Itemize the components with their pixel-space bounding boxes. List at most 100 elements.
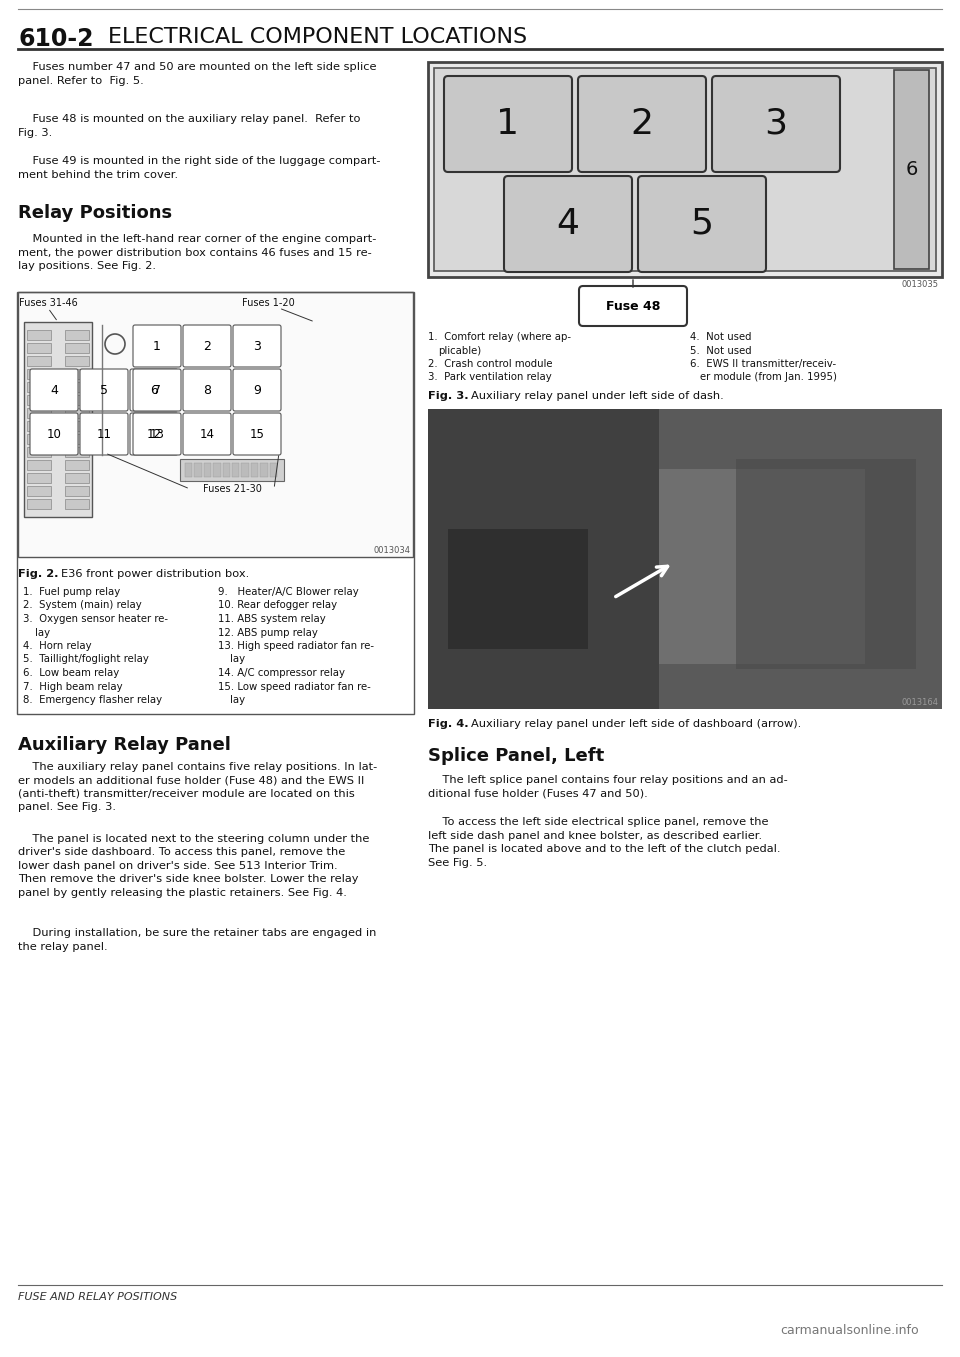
Bar	[27, 434, 51, 444]
Text: 10. Rear defogger relay: 10. Rear defogger relay	[218, 601, 337, 611]
Bar	[65, 421, 89, 432]
Bar	[27, 330, 51, 341]
Text: 0013164: 0013164	[902, 697, 939, 707]
Text: The auxiliary relay panel contains five relay positions. In lat-
er models an ad: The auxiliary relay panel contains five …	[18, 761, 377, 813]
Bar	[65, 499, 89, 509]
Bar	[232, 463, 239, 478]
Text: 7.  High beam relay: 7. High beam relay	[23, 681, 123, 692]
Bar	[65, 460, 89, 470]
FancyBboxPatch shape	[133, 324, 181, 366]
Text: 2.  Crash control module: 2. Crash control module	[428, 360, 553, 369]
FancyBboxPatch shape	[578, 76, 706, 172]
Text: 2: 2	[631, 107, 654, 141]
Text: 11. ABS system relay: 11. ABS system relay	[218, 613, 325, 624]
Text: Fuse 49 is mounted in the right side of the luggage compart-
ment behind the tri: Fuse 49 is mounted in the right side of …	[18, 156, 380, 179]
Bar	[24, 322, 92, 517]
Text: 13: 13	[150, 427, 164, 441]
Text: 2: 2	[204, 339, 211, 353]
FancyBboxPatch shape	[504, 176, 632, 271]
Text: 7: 7	[153, 384, 161, 396]
Text: 10: 10	[47, 427, 61, 441]
Text: carmanualsonline.info: carmanualsonline.info	[780, 1324, 919, 1337]
FancyBboxPatch shape	[130, 413, 178, 455]
FancyBboxPatch shape	[579, 286, 687, 326]
Bar	[65, 343, 89, 353]
Bar	[27, 395, 51, 404]
FancyBboxPatch shape	[712, 76, 840, 172]
Text: Splice Panel, Left: Splice Panel, Left	[428, 746, 604, 765]
Bar	[27, 499, 51, 509]
Bar	[65, 395, 89, 404]
FancyBboxPatch shape	[130, 369, 178, 411]
Text: 610-2: 610-2	[18, 27, 93, 52]
Bar	[65, 434, 89, 444]
Text: 5.  Not used: 5. Not used	[690, 346, 752, 356]
Bar	[27, 446, 51, 457]
FancyBboxPatch shape	[183, 324, 231, 366]
FancyBboxPatch shape	[444, 76, 572, 172]
Bar	[260, 463, 268, 478]
Text: 4.  Not used: 4. Not used	[690, 332, 752, 342]
Text: 1: 1	[153, 339, 161, 353]
Bar	[428, 62, 942, 277]
FancyBboxPatch shape	[133, 369, 181, 411]
Text: 6.  Low beam relay: 6. Low beam relay	[23, 668, 119, 678]
Text: Fuses number 47 and 50 are mounted on the left side splice
panel. Refer to  Fig.: Fuses number 47 and 50 are mounted on th…	[18, 62, 376, 85]
Text: To access the left side electrical splice panel, remove the
left side dash panel: To access the left side electrical splic…	[428, 817, 780, 867]
Bar	[241, 463, 249, 478]
Text: Fuses 21-30: Fuses 21-30	[203, 484, 261, 494]
Bar	[27, 383, 51, 392]
Text: 4.  Horn relay: 4. Horn relay	[23, 641, 91, 651]
Text: Fuse 48 is mounted on the auxiliary relay panel.  Refer to
Fig. 3.: Fuse 48 is mounted on the auxiliary rela…	[18, 114, 361, 137]
Text: 13. High speed radiator fan re-: 13. High speed radiator fan re-	[218, 641, 374, 651]
Text: 6.  EWS II transmitter/receiv-: 6. EWS II transmitter/receiv-	[690, 360, 836, 369]
Text: lay: lay	[230, 654, 245, 665]
Text: 3.  Oxygen sensor heater re-: 3. Oxygen sensor heater re-	[23, 613, 168, 624]
Text: 0013034: 0013034	[373, 546, 410, 555]
Text: Auxiliary relay panel under left side of dash.: Auxiliary relay panel under left side of…	[471, 391, 724, 402]
Text: 1.  Fuel pump relay: 1. Fuel pump relay	[23, 588, 120, 597]
Bar	[65, 369, 89, 379]
Text: Fuse 48: Fuse 48	[606, 300, 660, 312]
Bar	[65, 446, 89, 457]
Text: 12. ABS pump relay: 12. ABS pump relay	[218, 627, 318, 638]
Text: 8: 8	[203, 384, 211, 396]
Text: 0013035: 0013035	[902, 280, 939, 289]
Bar	[17, 292, 414, 714]
Text: 3: 3	[253, 339, 261, 353]
Text: 3: 3	[764, 107, 787, 141]
Text: FUSE AND RELAY POSITIONS: FUSE AND RELAY POSITIONS	[18, 1292, 178, 1301]
Text: er module (from Jan. 1995): er module (from Jan. 1995)	[700, 373, 837, 383]
Bar	[27, 421, 51, 432]
Text: 4: 4	[557, 208, 580, 242]
Bar	[270, 463, 277, 478]
Text: lay: lay	[35, 627, 50, 638]
Bar	[18, 292, 413, 556]
Text: lay: lay	[230, 695, 245, 706]
Text: 2.  System (main) relay: 2. System (main) relay	[23, 601, 142, 611]
Text: 14: 14	[200, 427, 214, 441]
Bar	[65, 486, 89, 497]
FancyBboxPatch shape	[233, 324, 281, 366]
Text: ELECTRICAL COMPONENT LOCATIONS: ELECTRICAL COMPONENT LOCATIONS	[108, 27, 527, 47]
Text: During installation, be sure the retainer tabs are engaged in
the relay panel.: During installation, be sure the retaine…	[18, 928, 376, 953]
FancyBboxPatch shape	[30, 369, 78, 411]
Text: The panel is located next to the steering column under the
driver's side dashboa: The panel is located next to the steerin…	[18, 833, 370, 898]
Bar	[65, 383, 89, 392]
Bar	[65, 356, 89, 366]
Bar	[27, 408, 51, 418]
Bar	[27, 486, 51, 497]
FancyBboxPatch shape	[183, 413, 231, 455]
Text: 5: 5	[690, 208, 713, 242]
Bar	[428, 408, 660, 708]
Bar	[660, 470, 865, 664]
Bar	[27, 356, 51, 366]
Text: 12: 12	[147, 427, 161, 441]
Text: 11: 11	[97, 427, 111, 441]
Text: 3.  Park ventilation relay: 3. Park ventilation relay	[428, 373, 552, 383]
Text: Auxiliary Relay Panel: Auxiliary Relay Panel	[18, 735, 230, 753]
Text: E36 front power distribution box.: E36 front power distribution box.	[61, 569, 250, 579]
Bar	[27, 474, 51, 483]
Bar	[194, 463, 202, 478]
Bar	[428, 408, 942, 708]
